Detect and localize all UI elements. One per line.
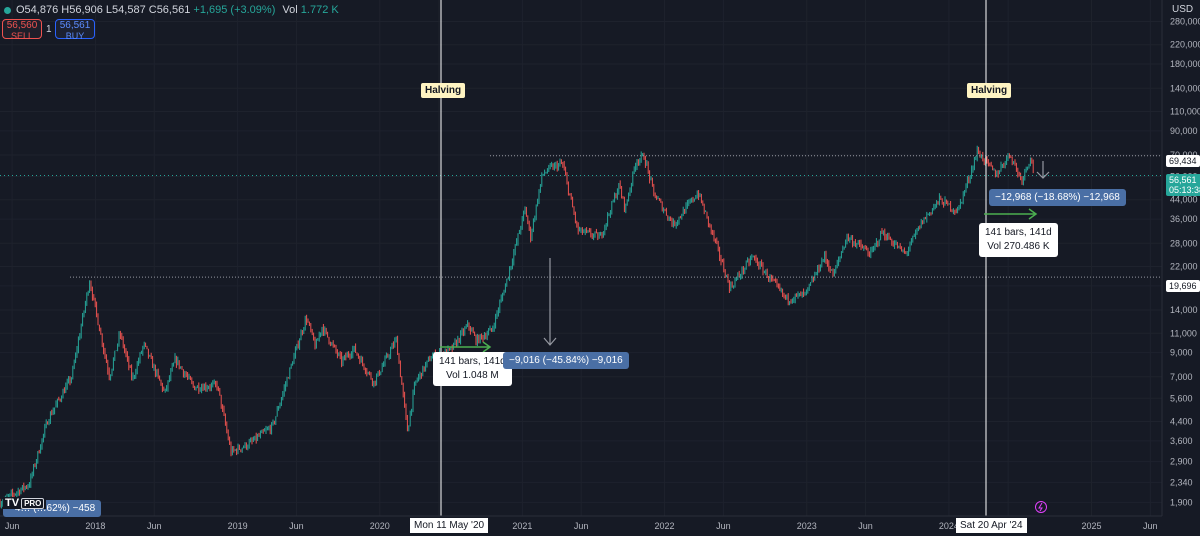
- halving-label-2020: Halving: [421, 83, 466, 98]
- sell-price: 56,560: [6, 20, 38, 31]
- low-value: L54,587: [105, 4, 146, 16]
- x-tick-label: 2020: [370, 521, 390, 531]
- x-tick-label: Jun: [858, 521, 873, 531]
- x-tick-label: Jun: [716, 521, 731, 531]
- buy-button[interactable]: 56,561 BUY: [55, 19, 95, 41]
- halving-label-2024: Halving: [967, 83, 1012, 98]
- buy-price: 56,561: [59, 20, 91, 31]
- level-price-label-low[interactable]: 19,696: [1166, 280, 1200, 292]
- drop-arrow-2020: [543, 258, 557, 346]
- current-price-value: 56,561: [1169, 175, 1197, 185]
- lightning-bolt-icon: [1038, 502, 1043, 512]
- y-tick-label: 3,600: [1170, 436, 1193, 446]
- x-tick-label: Jun: [1143, 521, 1158, 531]
- x-tick-label: Jun: [289, 521, 304, 531]
- y-tick-label: 280,000: [1170, 16, 1200, 26]
- y-tick-label: 110,000: [1170, 106, 1200, 116]
- tradingview-logo: TV PRO: [3, 497, 47, 509]
- status-dot-icon: [4, 6, 11, 14]
- y-tick-label: 2,340: [1170, 477, 1193, 487]
- y-tick-label: 1,900: [1170, 497, 1193, 507]
- ohlc-legend: O54,876 H56,906 L54,587 C56,561 +1,695 (…: [4, 4, 343, 16]
- y-tick-label: 2,900: [1170, 457, 1193, 467]
- open-value: O54,876: [16, 4, 59, 16]
- x-tick-label: 2019: [228, 521, 248, 531]
- y-tick-label: 44,000: [1170, 195, 1198, 205]
- y-tick-label: 28,000: [1170, 238, 1198, 248]
- volume-text: Vol 270.486 K: [987, 241, 1050, 252]
- x-tick-label: 2018: [85, 521, 105, 531]
- currency-label[interactable]: USD: [1172, 4, 1194, 15]
- y-tick-label: 36,000: [1170, 214, 1198, 224]
- x-tick-label: Jun: [574, 521, 589, 531]
- pro-badge: PRO: [21, 498, 45, 509]
- x-tick-label: 2025: [1081, 521, 1101, 531]
- buy-label: BUY: [65, 31, 85, 41]
- volume-text: Vol 1.048 M: [445, 370, 499, 381]
- x-tick-label: Jun: [147, 521, 162, 531]
- level-price-label-high[interactable]: 69,434: [1166, 155, 1200, 167]
- bar-countdown: 05:13:38: [1169, 185, 1200, 195]
- bars-range-box-2020: 141 bars, 141d Vol 1.048 M: [433, 352, 512, 386]
- y-tick-label: 7,000: [1170, 372, 1193, 382]
- y-tick-label: 22,000: [1170, 262, 1198, 272]
- y-tick-label: 220,000: [1170, 40, 1200, 50]
- chart-gridlines: [0, 0, 1162, 516]
- current-price-label[interactable]: 56,561 05:13:38: [1166, 174, 1200, 196]
- bars-count-text: 141 bars, 141d: [985, 227, 1052, 238]
- x-tick-label: 2022: [655, 521, 675, 531]
- volume-value: 1.772 K: [300, 4, 339, 16]
- x-tick-label: 2023: [797, 521, 817, 531]
- logo-text: TV: [5, 497, 20, 509]
- high-value: H56,906: [61, 4, 103, 16]
- sell-button[interactable]: 56,560 SELL: [2, 19, 42, 41]
- y-tick-label: 9,000: [1170, 348, 1193, 358]
- sell-label: SELL: [10, 31, 34, 41]
- y-tick-label: 5,600: [1170, 393, 1193, 403]
- change-value: +1,695 (+3.09%): [193, 4, 276, 16]
- lightning-icon: [1035, 501, 1047, 513]
- price-drop-box-2020: −9,016 (−45.84%) −9,016: [503, 352, 629, 369]
- y-tick-label: 11,000: [1170, 328, 1197, 338]
- duration-arrow-2020: [440, 341, 492, 353]
- x-tick-label: Jun: [5, 521, 20, 531]
- y-tick-label: 140,000: [1170, 83, 1200, 93]
- close-value: C56,561: [148, 4, 191, 16]
- y-tick-label: 14,000: [1170, 305, 1198, 315]
- volume-label: Vol: [282, 4, 298, 16]
- price-drop-box-2024: −12,968 (−18.68%) −12,968: [989, 189, 1126, 206]
- bars-count-text: 141 bars, 141d: [439, 356, 506, 367]
- price-axis[interactable]: 280,000 220,000 180,000 140,000 110,000 90,00…: [1170, 16, 1200, 507]
- y-tick-label: 180,000: [1170, 59, 1200, 69]
- date-tag-2020: Mon 11 May '20: [410, 518, 489, 533]
- order-quantity[interactable]: 1: [46, 24, 52, 35]
- y-tick-label: 90,000: [1170, 126, 1198, 136]
- bars-range-box-2024: 141 bars, 141d Vol 270.486 K: [979, 223, 1058, 257]
- candlestick-series: [0, 145, 1034, 509]
- x-tick-label: 2021: [512, 521, 532, 531]
- drop-arrow-2024: [1036, 161, 1050, 179]
- date-tag-2024: Sat 20 Apr '24: [956, 518, 1027, 533]
- y-tick-label: 4,400: [1170, 417, 1193, 427]
- x-tick-label: 2024: [939, 521, 959, 531]
- duration-arrow-2024: [984, 208, 1038, 220]
